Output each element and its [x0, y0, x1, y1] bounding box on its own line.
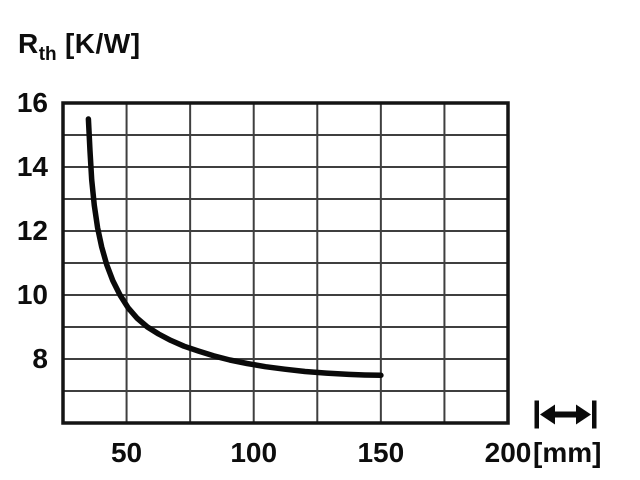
x-tick-label: 100 [230, 437, 278, 468]
y-tick-label: 8 [32, 343, 48, 374]
rth-curve [85, 116, 384, 379]
x-tick-label: 150 [357, 437, 405, 468]
y-tick-label: 10 [16, 279, 48, 310]
length-dimension-arrow-icon [534, 400, 597, 429]
y-tick-label: 12 [16, 215, 48, 246]
y-axis-symbol: R [18, 28, 39, 59]
y-tick-label: 16 [16, 87, 48, 118]
x-tick-label: 50 [110, 437, 143, 468]
y-tick-label: 14 [16, 151, 48, 182]
x-tick-label: 200 [484, 437, 532, 468]
y-axis-units: [K/W] [56, 28, 141, 59]
y-axis-title: Rth [K/W] [18, 28, 141, 66]
x-axis-unit-label: [mm] [533, 437, 602, 468]
y-axis-symbol-subscript: th [38, 44, 57, 65]
plot-frame [61, 101, 510, 425]
